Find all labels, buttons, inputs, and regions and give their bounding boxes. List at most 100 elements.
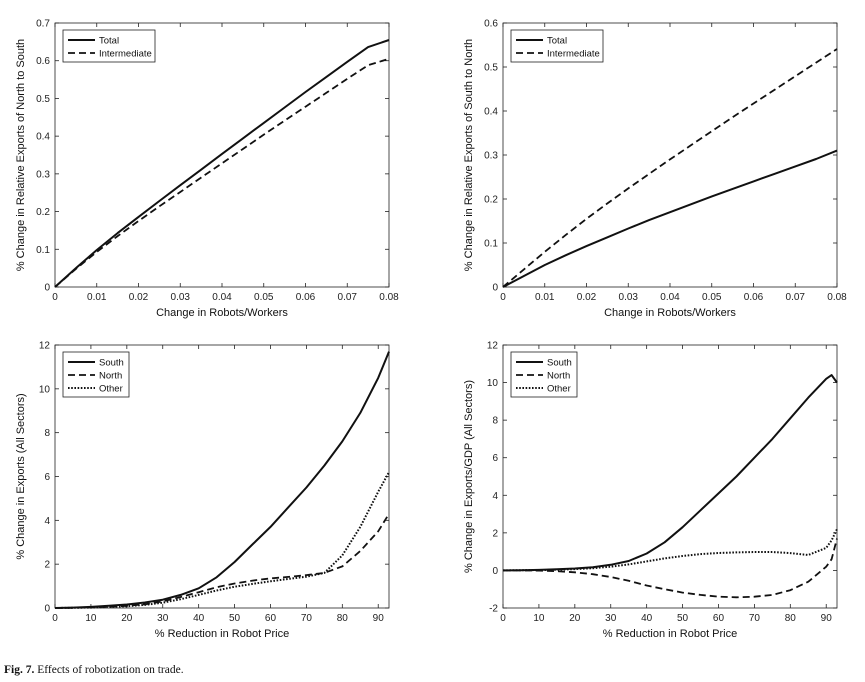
series-line-total: [54, 39, 390, 288]
x-tick-label: 0.05: [254, 292, 274, 303]
figure-caption: Fig. 7. Effects of robotization on trade…: [4, 664, 184, 676]
chart-panel-3: 0 10 20 30 40 50 60 70 80 90 0 2 4 6 8 10 12 % Reduction …: [15, 341, 390, 640]
x-tick-label: 0: [500, 613, 506, 624]
x-axis-label: % Reduction in Robot Price: [603, 628, 738, 640]
legend-box: [510, 29, 604, 63]
x-tick-label: 20: [121, 613, 133, 624]
x-tick-label: 0.02: [577, 292, 597, 303]
x-tick-label: 50: [677, 613, 689, 624]
x-tick-label: 0.08: [379, 292, 399, 303]
x-tick-label: 80: [785, 613, 797, 624]
x-tick-label: 0.01: [87, 292, 107, 303]
y-tick-label: 12: [39, 341, 51, 352]
x-tick-label: 0.02: [129, 292, 149, 303]
x-tick-label: 70: [301, 613, 313, 624]
y-tick-label: 0: [492, 566, 498, 577]
y-tick-label: 0.2: [36, 207, 50, 218]
x-tick-label: 60: [265, 613, 277, 624]
series-line-intermediate: [54, 57, 390, 288]
x-tick-label: 20: [569, 613, 581, 624]
legend-label-south: South: [547, 358, 572, 369]
y-tick-label: 0: [44, 604, 50, 615]
x-axis-label: Change in Robots/Workers: [156, 307, 288, 319]
y-tick-label: 10: [487, 378, 499, 389]
y-tick-label: 0.6: [484, 19, 498, 30]
y-tick-label: 6: [492, 453, 498, 464]
chart-panel-1: 0 0.01 0.02 0.03 0.04 0.05 0.06 0.07 0.08 0 0.1 0.2…: [15, 19, 399, 320]
legend-label-total: Total: [547, 36, 567, 47]
y-tick-label: 2: [44, 560, 50, 571]
y-tick-label: 4: [44, 516, 50, 527]
x-tick-label: 80: [337, 613, 349, 624]
y-tick-label: 2: [492, 528, 498, 539]
x-tick-label: 0.01: [535, 292, 555, 303]
y-tick-label: 0.3: [36, 169, 50, 180]
series-line-total: [502, 149, 838, 288]
x-tick-label: 30: [157, 613, 169, 624]
y-tick-label: 0.1: [484, 239, 498, 250]
y-axis-label: % Change in Relative Exports of South to…: [463, 39, 475, 271]
x-tick-label: 0.06: [296, 292, 316, 303]
legend-label-north: North: [99, 371, 122, 382]
y-tick-label: 12: [487, 341, 499, 352]
y-tick-label: 0.1: [36, 245, 50, 256]
x-tick-label: 0.06: [744, 292, 764, 303]
legend-label-total: Total: [99, 36, 119, 47]
x-tick-label: 60: [713, 613, 725, 624]
plot-frame: [502, 344, 838, 609]
x-tick-label: 40: [193, 613, 205, 624]
x-tick-label: 0: [52, 292, 58, 303]
x-tick-label: 30: [605, 613, 617, 624]
x-tick-label: 90: [821, 613, 833, 624]
y-tick-label: 0.2: [484, 195, 498, 206]
series-line-south: [54, 351, 390, 609]
y-tick-label: 0.4: [36, 132, 50, 143]
series-line-other: [502, 528, 838, 572]
chart-panel-2: 0 0.01 0.02 0.03 0.04 0.05 0.06 0.07 0.08 0 0.1 0.2…: [463, 19, 847, 320]
x-tick-label: 10: [85, 613, 97, 624]
x-tick-label: 0.04: [660, 292, 680, 303]
x-tick-label: 10: [533, 613, 545, 624]
y-tick-label: 0: [492, 283, 498, 294]
y-tick-label: 0.3: [484, 151, 498, 162]
series-line-north: [503, 538, 838, 599]
x-tick-label: 0.03: [619, 292, 639, 303]
x-tick-label: 0.07: [338, 292, 358, 303]
x-tick-label: 40: [641, 613, 653, 624]
y-tick-label: 0.6: [36, 56, 50, 67]
series-line-intermediate: [502, 48, 838, 288]
legend-box: [62, 29, 156, 63]
y-tick-label: 0: [44, 283, 50, 294]
figure-caption-label: Fig. 7.: [4, 664, 35, 676]
y-tick-label: 8: [492, 416, 498, 427]
legend-label-south: South: [99, 358, 124, 369]
y-tick-label: 0.7: [36, 19, 50, 30]
x-tick-label: 0.08: [827, 292, 847, 303]
x-tick-label: 0: [52, 613, 58, 624]
series-line-north: [54, 513, 390, 609]
x-tick-label: 0.07: [786, 292, 806, 303]
y-tick-label: 8: [44, 428, 50, 439]
legend-label-intermediate: Intermediate: [547, 49, 600, 60]
y-tick-label: 0.4: [484, 107, 498, 118]
x-tick-label: 0.03: [171, 292, 191, 303]
x-tick-label: 90: [373, 613, 385, 624]
x-axis-label: Change in Robots/Workers: [604, 307, 736, 319]
y-tick-label: 4: [492, 491, 498, 502]
legend-label-other: Other: [99, 384, 123, 395]
y-axis-label: % Change in Relative Exports of North to…: [15, 39, 27, 271]
y-tick-label: 0.5: [484, 63, 498, 74]
y-tick-label: 0.5: [36, 94, 50, 105]
legend-label-intermediate: Intermediate: [99, 49, 152, 60]
y-tick-label: -2: [489, 604, 498, 615]
x-tick-label: 0: [500, 292, 506, 303]
legend-label-north: North: [547, 371, 570, 382]
y-tick-label: 6: [44, 472, 50, 483]
x-axis-label: % Reduction in Robot Price: [155, 628, 290, 640]
x-tick-label: 0.04: [212, 292, 232, 303]
figure-caption-text: Effects of robotization on trade.: [37, 664, 184, 676]
x-tick-label: 50: [229, 613, 241, 624]
series-line-south: [502, 374, 838, 572]
x-tick-label: 70: [749, 613, 761, 624]
